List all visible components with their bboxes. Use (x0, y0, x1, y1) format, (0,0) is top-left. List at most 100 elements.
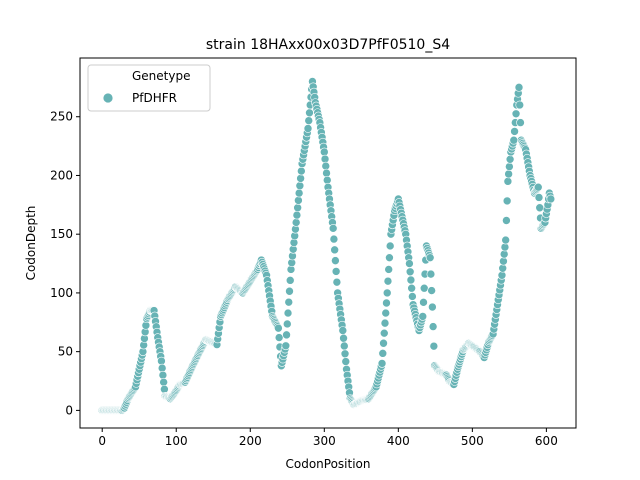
data-point (332, 277, 342, 287)
data-point (405, 259, 414, 268)
data-point (504, 169, 513, 179)
data-point (338, 326, 348, 335)
data-point (502, 196, 512, 206)
data-point (305, 108, 314, 118)
data-point (511, 109, 521, 119)
data-point (292, 210, 302, 220)
data-point (331, 256, 340, 265)
y-tick-label: 0 (65, 403, 73, 417)
data-point (340, 349, 350, 359)
data-point (406, 275, 416, 285)
data-point (383, 276, 393, 286)
data-point (320, 154, 330, 164)
data-point (381, 308, 391, 318)
data-point (294, 196, 303, 205)
data-point (533, 182, 543, 192)
data-point (339, 341, 349, 351)
data-point (283, 308, 293, 318)
data-point (379, 338, 388, 348)
x-tick-label: 600 (535, 434, 558, 448)
data-point (503, 177, 513, 186)
y-axis: 0 50 100 150 200 250 (50, 110, 80, 417)
x-tick-label: 500 (461, 434, 484, 448)
data-point (515, 100, 525, 110)
legend-title: Genetype (132, 69, 190, 83)
data-point (295, 181, 305, 191)
data-point (509, 135, 519, 145)
data-point (285, 286, 294, 296)
y-tick-label: 150 (50, 227, 73, 241)
x-tick-label: 300 (313, 434, 336, 448)
data-point (274, 323, 283, 333)
data-point (497, 270, 507, 280)
data-point (296, 174, 305, 183)
data-point (329, 234, 339, 244)
legend-entry-pfdhfr: PfDHFR (132, 91, 177, 105)
y-tick-label: 100 (50, 286, 73, 300)
plot-area (79, 57, 577, 429)
data-point (274, 333, 284, 342)
data-point (330, 245, 339, 255)
data-point (285, 276, 295, 285)
data-point (294, 188, 304, 198)
data-point (322, 168, 331, 178)
y-tick-label: 200 (50, 168, 73, 182)
data-point (385, 253, 394, 262)
data-point (505, 162, 514, 171)
data-point (291, 218, 301, 227)
data-point (535, 203, 545, 213)
data-point (319, 147, 329, 157)
data-point (304, 116, 314, 125)
data-point (499, 256, 508, 266)
data-point (505, 155, 515, 164)
data-point (500, 242, 510, 252)
data-point (284, 297, 294, 307)
data-point (425, 253, 435, 262)
y-tick-label: 50 (58, 345, 73, 359)
data-point (498, 263, 508, 273)
x-tick-label: 100 (165, 434, 188, 448)
data-point (426, 269, 436, 279)
data-point (428, 322, 438, 331)
data-point (382, 298, 391, 308)
data-point (546, 194, 556, 204)
data-point (328, 224, 338, 233)
data-point (158, 370, 168, 380)
y-tick-label: 250 (50, 110, 73, 124)
data-point (282, 330, 291, 340)
points-layer (97, 77, 556, 415)
data-point (407, 283, 416, 293)
data-point (160, 384, 169, 394)
data-point (297, 166, 306, 176)
data-point (339, 333, 348, 343)
data-point (429, 341, 439, 351)
data-point (379, 328, 389, 338)
data-point (341, 357, 351, 366)
data-point (378, 349, 388, 358)
data-point (157, 363, 167, 373)
x-tick-label: 0 (98, 434, 106, 448)
data-point (384, 265, 394, 274)
data-point (282, 319, 292, 329)
y-axis-label: CodonDepth (24, 206, 38, 281)
data-point (534, 193, 544, 202)
data-point (428, 302, 437, 312)
x-axis: 0 100 200 300 400 500 600 (98, 428, 558, 448)
data-point (502, 216, 511, 225)
data-point (501, 235, 510, 245)
data-point (418, 312, 428, 321)
x-axis-label: CodonPosition (285, 457, 370, 471)
data-point (321, 161, 331, 171)
legend-box (87, 64, 211, 112)
data-point (408, 292, 417, 301)
data-point (419, 283, 429, 293)
data-point (322, 175, 332, 185)
x-tick-label: 200 (239, 434, 262, 448)
data-point (281, 341, 291, 351)
data-point (382, 288, 392, 298)
legend: Genetype PfDHFR (87, 64, 211, 112)
data-point (514, 83, 524, 92)
data-point (303, 124, 313, 133)
data-point (331, 267, 341, 276)
